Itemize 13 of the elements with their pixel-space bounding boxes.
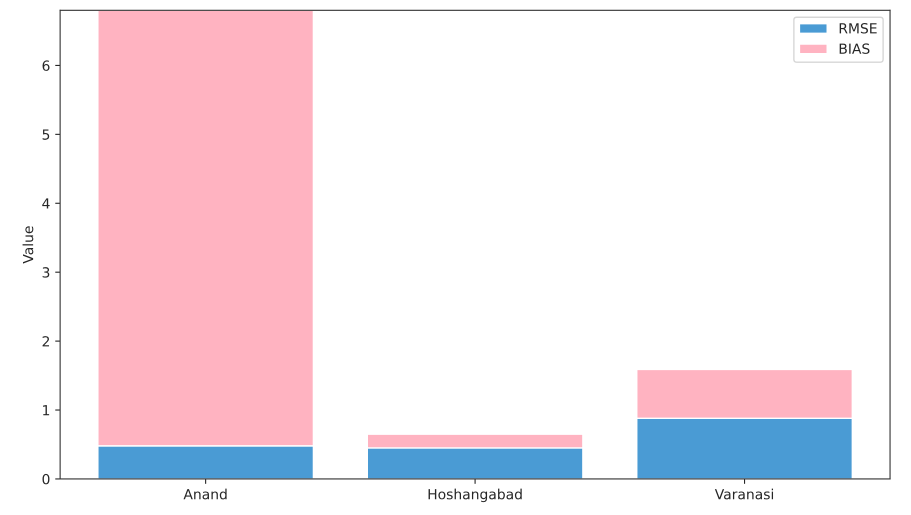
- legend-label: RMSE: [840, 23, 877, 34]
- y-tick-label: 4: [42, 198, 50, 209]
- y-tick-label: 2: [42, 336, 50, 346]
- y-tick-label: 5: [42, 130, 50, 140]
- y-tick-label: 3: [42, 267, 50, 278]
- x-tick-label: Hoshangabad: [428, 488, 522, 502]
- y-tick-label: 1: [43, 405, 50, 416]
- y-tick-label: 6: [42, 60, 50, 71]
- x-tick-label: Varanasi: [714, 488, 774, 500]
- legend-label: BIAS: [840, 43, 870, 54]
- y-axis-title: Value: [22, 226, 34, 264]
- y-tick-label: 0: [42, 474, 50, 484]
- x-tick-label: Anand: [184, 488, 227, 500]
